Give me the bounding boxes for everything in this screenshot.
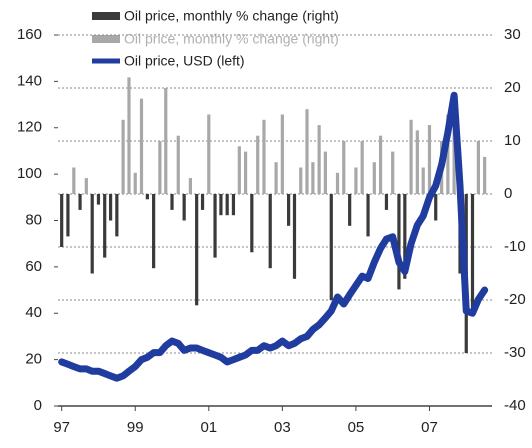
legend-swatch [92,35,120,43]
bar [397,194,401,290]
y-tick-label: 20 [25,351,42,368]
bar [403,194,407,279]
x-tick-label: 05 [348,419,365,436]
y-tick-label: 80 [25,211,42,228]
y-tick-label: 160 [17,26,42,43]
bar [317,125,321,194]
bar [342,141,346,194]
y-tick-label: 100 [17,165,42,182]
bar [305,109,309,194]
bar [476,141,480,194]
bar [115,194,119,237]
bar [280,114,284,194]
bar [60,194,64,247]
bar [195,194,199,306]
y2-tick-label: 30 [504,26,521,43]
legend-label: Oil price, USD (left) [124,53,245,69]
bar [446,114,450,194]
bar [103,194,107,258]
bar [287,194,291,226]
bar [152,194,156,269]
bar [299,167,303,194]
bar [348,194,352,226]
legend-label: Oil price, monthly % change (right) [124,31,339,47]
legend: Oil price, monthly % change (right) Oil … [92,8,339,69]
y2-tick-label: -10 [504,238,526,255]
y2-tick-label: -30 [504,344,526,361]
bar [256,135,260,194]
bar [311,162,315,194]
bar [213,194,217,258]
x-tick-label: 07 [421,419,438,436]
y2-tick-label: 10 [504,132,521,149]
bar [274,162,278,194]
bar [384,194,389,210]
bar [108,194,113,221]
y-tick-label: 140 [17,72,42,89]
bar [483,156,487,194]
bar [90,194,94,274]
y-tick-label: 60 [25,258,42,275]
bar [207,114,211,194]
bar [434,194,438,221]
bar [372,162,376,194]
x-tick-label: 97 [53,419,70,436]
legend-label: Oil price, monthly % change (right) [124,8,339,24]
bar [335,172,340,194]
bar [354,167,358,194]
y-tick-label: 0 [34,397,42,414]
bar [237,146,241,194]
bar [170,194,174,210]
bar [66,194,70,237]
bar [391,151,395,194]
bar [127,77,131,194]
bar [188,178,193,194]
bar [262,119,266,194]
bar [225,194,229,216]
bar [250,194,254,253]
bar [231,194,236,216]
bar [243,151,248,194]
bar [366,194,370,237]
bar [415,130,419,194]
x-tick-label: 99 [127,419,144,436]
y-tick-label: 120 [17,119,42,136]
bar [176,135,180,194]
bar [78,194,82,210]
y2-tick-label: 20 [504,79,521,96]
bar [72,167,76,194]
bar [158,141,162,194]
bar [360,141,364,194]
bar [145,194,149,200]
bar [329,194,333,300]
bar [409,119,413,194]
bar [164,88,168,194]
bar [121,119,125,194]
bar [292,194,297,279]
bar [200,194,205,210]
bar [470,194,475,311]
bar [268,194,272,269]
y2-tick-label: 0 [504,185,512,202]
bar [427,125,432,194]
bar [139,98,144,194]
bar [323,151,327,194]
bar [182,194,186,221]
bar [421,167,425,194]
y-tick-label: 40 [25,304,42,321]
x-tick-label: 03 [274,419,291,436]
bar [378,135,383,194]
y2-tick-label: -40 [504,397,526,414]
bar [133,172,137,194]
bar [84,178,88,194]
legend-swatch [92,12,120,20]
x-tick-label: 01 [200,419,217,436]
bar [219,194,223,216]
bar [96,194,101,205]
line [58,91,489,382]
y2-tick-label: -20 [504,291,526,308]
